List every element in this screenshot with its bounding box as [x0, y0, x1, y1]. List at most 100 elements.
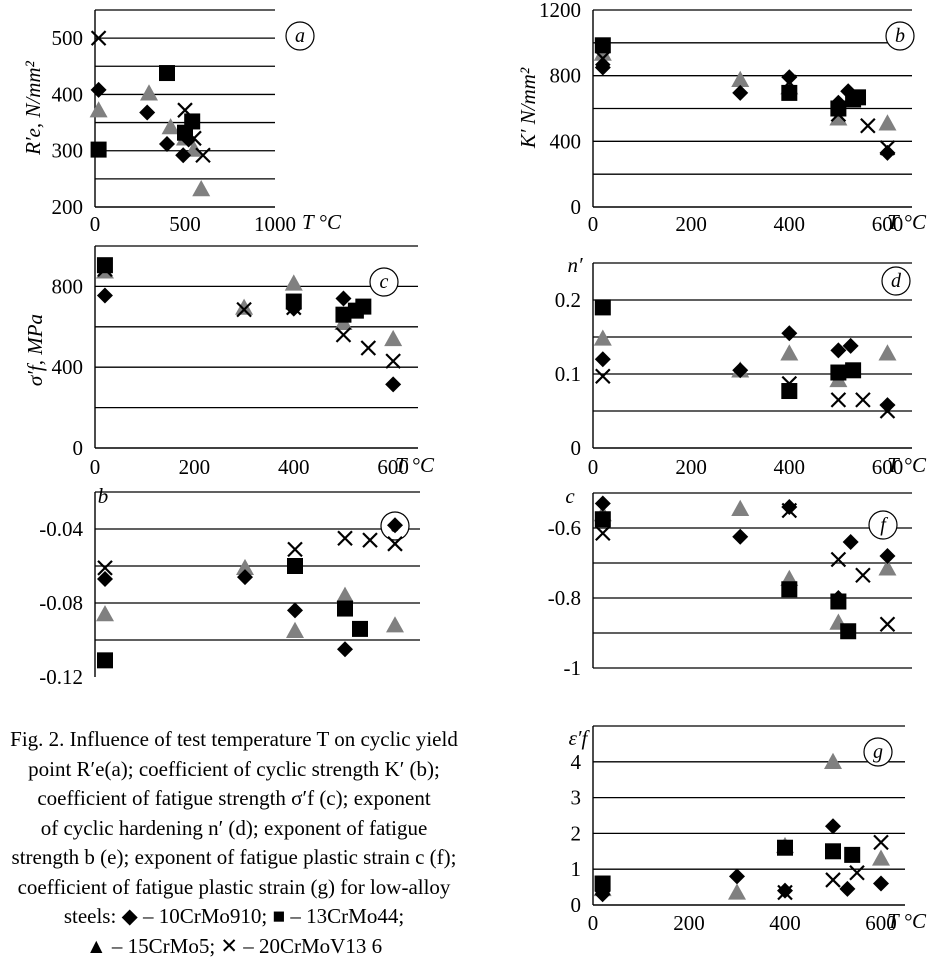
- y-tick-label: 500: [52, 26, 84, 50]
- y-axis-label: ε′f: [569, 726, 591, 750]
- y-tick-label: 400: [52, 82, 84, 106]
- cross-marker: [850, 866, 864, 880]
- y-tick-label: 0: [571, 893, 582, 917]
- diamond-marker: [732, 85, 748, 101]
- square-marker: [844, 847, 860, 863]
- y-tick-label: 800: [550, 64, 582, 88]
- x-tick-label: 200: [675, 212, 707, 236]
- panel-label: c: [370, 268, 398, 296]
- caption-line-8: ▲ – 15CrMo5; ✕ – 20CrMoV13 6: [0, 932, 468, 961]
- cross-marker: [874, 835, 888, 849]
- x-tick-label: 0: [90, 455, 101, 479]
- y-tick-label: -0.12: [39, 665, 83, 689]
- square-marker: [352, 621, 368, 637]
- svg-text:a: a: [295, 25, 305, 47]
- triangle-marker: [780, 344, 798, 360]
- panel-label: b: [886, 22, 914, 50]
- cross-marker: [831, 393, 845, 407]
- triangle-marker: [162, 118, 180, 134]
- triangle-marker: [728, 883, 746, 899]
- diamond-marker: [873, 876, 889, 892]
- y-tick-label: 200: [52, 195, 84, 219]
- triangle-marker: [731, 71, 749, 87]
- cross-marker: [288, 542, 302, 556]
- x-axis-label: T °C: [887, 909, 927, 933]
- triangle-marker: [872, 849, 890, 865]
- y-tick-label: 1: [571, 857, 582, 881]
- diamond-marker: [159, 136, 175, 152]
- triangle-marker: [384, 330, 402, 346]
- caption-line-7: steels: ◆ – 10CrMo910; ■ – 13CrMo44;: [0, 902, 468, 932]
- square-marker: [825, 843, 841, 859]
- cross-marker: [831, 553, 845, 567]
- square-marker: [287, 558, 303, 574]
- square-marker: [595, 299, 611, 315]
- diamond-marker: [777, 883, 793, 899]
- x-tick-label: 500: [169, 212, 201, 236]
- caption-line-3: coefficient of fatigue strength σ′f (c);…: [0, 784, 468, 814]
- square-marker: [830, 365, 846, 381]
- diamond-marker: [839, 881, 855, 897]
- square-marker: [777, 840, 793, 856]
- y-tick-label: 0.2: [555, 288, 581, 312]
- y-tick-label: 400: [52, 355, 84, 379]
- x-tick-label: 0: [90, 212, 101, 236]
- cross-marker: [361, 341, 375, 355]
- y-tick-label: -0.6: [548, 516, 581, 540]
- cross-marker: [596, 369, 610, 383]
- diamond-marker: [781, 325, 797, 341]
- diamond-marker: [843, 534, 859, 550]
- square-marker: [595, 37, 611, 53]
- triangle-marker: [140, 84, 158, 100]
- y-tick-label: 400: [550, 129, 582, 153]
- panel-label: g: [864, 738, 892, 766]
- triangle-marker: [192, 180, 210, 196]
- diamond-marker: [729, 868, 745, 884]
- chart-panel-f: -0.6-0.8-1cf: [548, 484, 912, 680]
- cross-marker: [336, 328, 350, 342]
- square-marker: [595, 511, 611, 527]
- triangle-marker: [824, 753, 842, 769]
- y-tick-label: 0: [571, 436, 582, 460]
- x-tick-label: 200: [675, 455, 707, 479]
- diamond-marker: [595, 496, 611, 512]
- diamond-marker: [879, 548, 895, 564]
- svg-text:b: b: [895, 25, 905, 47]
- diamond-marker: [385, 376, 401, 392]
- diamond-marker: [97, 287, 113, 303]
- x-tick-label: 400: [278, 455, 310, 479]
- cross-marker: [861, 119, 875, 133]
- y-tick-label: -1: [564, 656, 582, 680]
- cross-marker: [338, 531, 352, 545]
- diamond-marker: [595, 351, 611, 367]
- square-marker: [355, 299, 371, 315]
- y-tick-label: 0: [73, 436, 84, 460]
- panel-label: f: [869, 511, 897, 539]
- triangle-marker: [285, 274, 303, 290]
- x-tick-label: 400: [774, 455, 806, 479]
- cross-marker: [880, 617, 894, 631]
- y-axis-label: c: [565, 484, 575, 508]
- y-tick-label: 1200: [539, 0, 581, 22]
- diamond-marker: [595, 59, 611, 75]
- x-tick-label: 0: [588, 212, 599, 236]
- y-tick-label: 3: [571, 786, 582, 810]
- triangle-marker: [878, 114, 896, 130]
- diamond-marker: [287, 602, 303, 618]
- svg-text:d: d: [891, 270, 902, 292]
- cross-marker: [856, 568, 870, 582]
- triangle-marker: [878, 344, 896, 360]
- x-tick-label: 1000: [254, 212, 296, 236]
- y-tick-label: 4: [571, 750, 582, 774]
- cross-marker: [386, 354, 400, 368]
- caption-line-1: Fig. 2. Influence of test temperature T …: [0, 725, 468, 755]
- x-tick-label: 0: [588, 455, 599, 479]
- y-axis-label: K′ N/mm²: [516, 67, 540, 149]
- panel-label: d: [882, 267, 910, 295]
- svg-text:c: c: [380, 271, 389, 293]
- y-axis-label: R′e, N/mm²: [21, 60, 45, 155]
- triangle-marker: [235, 299, 253, 315]
- chart-panel-e: -0.04-0.08-0.12be: [39, 484, 420, 689]
